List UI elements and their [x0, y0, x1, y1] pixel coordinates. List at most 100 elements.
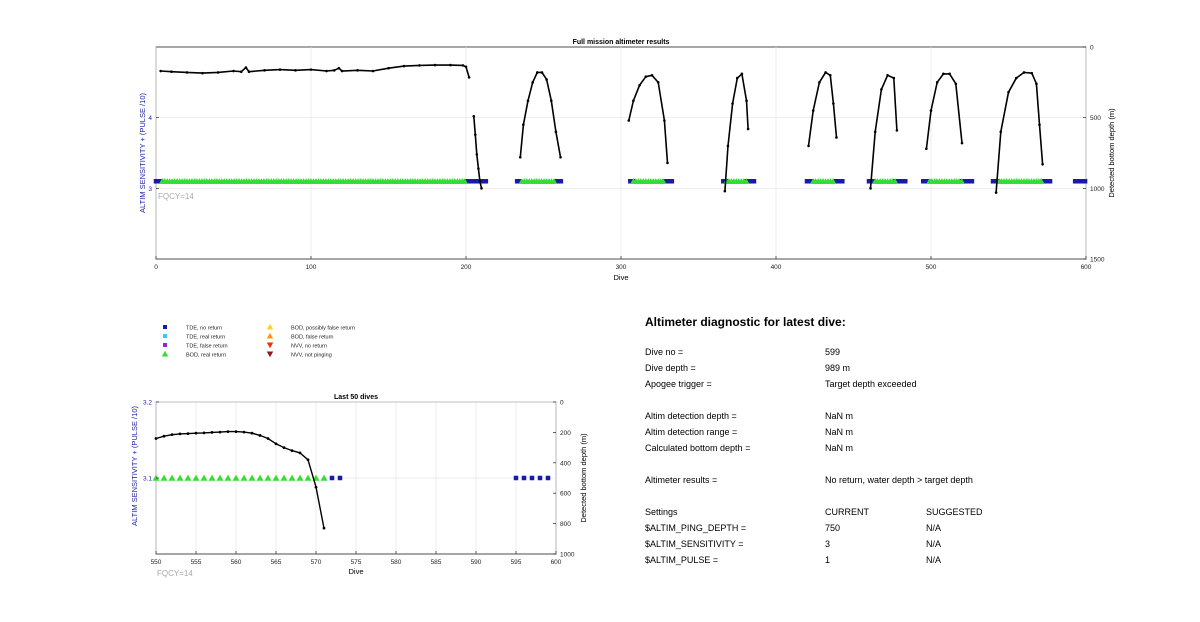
zoom-fqcy-label: FQCY=14 — [157, 569, 193, 578]
bottom-depth-point — [1022, 71, 1026, 74]
zoom-marks — [152, 430, 551, 530]
bottom-depth-point — [202, 431, 206, 435]
bottom-depth-point — [663, 119, 666, 122]
y-tick-label-right: 1000 — [560, 552, 575, 559]
legend-marker — [266, 332, 274, 339]
bottom-depth-point — [886, 73, 889, 77]
bod-real-return-marker — [743, 178, 750, 184]
bottom-depth-point — [480, 187, 483, 190]
zoom-x-axis-label: Dive — [348, 567, 363, 576]
tde-no-return-marker — [664, 179, 670, 184]
bod-real-return-marker — [192, 474, 200, 481]
tde-no-return-marker — [923, 179, 928, 184]
tde-no-return-marker — [556, 179, 561, 184]
bod-real-return-marker — [200, 474, 208, 481]
bottom-depth-point — [656, 81, 660, 84]
bottom-depth-point — [638, 83, 641, 87]
tde-no-return-marker — [553, 179, 559, 184]
bottom-depth-point — [475, 153, 479, 156]
tde-no-return-marker — [329, 475, 335, 481]
bottom-depth-point — [278, 68, 282, 71]
bottom-depth-point — [210, 431, 214, 434]
bottom-depth-point — [340, 69, 344, 73]
legend-marker — [163, 325, 167, 329]
zoom-chart-title: Last 50 dives — [334, 394, 378, 401]
bottom-depth-point — [216, 71, 220, 74]
bottom-depth-point — [201, 71, 204, 75]
tde-no-return-marker — [993, 179, 998, 184]
tde-no-return-marker — [964, 179, 970, 184]
bottom-depth-point — [1030, 71, 1034, 75]
main-chart-title: Full mission altimeter results — [573, 39, 670, 46]
x-tick-label: 570 — [311, 559, 322, 566]
x-tick-label: 560 — [231, 559, 242, 566]
bottom-depth-point — [536, 71, 539, 74]
bod-real-return-marker — [168, 474, 176, 481]
tde-no-return-marker — [1075, 179, 1080, 184]
legend-label: TDE, no return — [186, 326, 222, 332]
x-tick-label: 300 — [616, 264, 627, 271]
bottom-depth-point — [650, 73, 654, 77]
bod-real-return-marker — [224, 474, 232, 481]
bottom-depth-point — [244, 66, 248, 69]
tde-no-return-marker — [751, 179, 757, 184]
x-tick-label: 600 — [1081, 264, 1092, 271]
legend-label: NVV, not pinging — [291, 353, 332, 359]
tde-no-return-marker — [903, 179, 908, 184]
tde-no-return-marker — [837, 179, 843, 184]
bottom-depth-point — [478, 179, 482, 183]
main-grid — [155, 47, 1087, 259]
legend-label: BOD, real return — [186, 353, 226, 359]
tde-no-return-marker — [471, 179, 476, 184]
tde-no-return-marker — [153, 179, 159, 184]
tde-no-return-marker — [921, 179, 926, 184]
bottom-depth-point — [892, 76, 896, 80]
bod-real-return-marker — [550, 178, 558, 184]
tde-no-return-marker — [537, 475, 543, 481]
tde-no-return-marker — [514, 179, 520, 184]
bottom-depth-point — [170, 433, 174, 437]
bottom-depth-point — [526, 99, 530, 103]
bottom-depth-point — [266, 437, 270, 440]
main-y-axis-label-right: Detected bottom depth (m) — [1107, 108, 1116, 198]
bottom-depth-point — [994, 191, 998, 194]
bod-real-return-marker — [160, 474, 168, 481]
bottom-depth-point — [723, 189, 727, 193]
bottom-depth-point — [162, 434, 166, 438]
tde-no-return-marker — [969, 179, 975, 184]
legend-marker — [161, 350, 169, 357]
bottom-depth-point — [474, 133, 477, 136]
bottom-depth-point — [832, 102, 835, 105]
bottom-depth-point — [818, 81, 821, 84]
legend-marker — [163, 343, 167, 347]
tde-no-return-marker — [481, 179, 486, 184]
tde-no-return-marker — [529, 475, 535, 481]
bottom-depth-point — [627, 119, 631, 122]
bottom-depth-point — [960, 141, 964, 145]
main-x-axis-label: Dive — [613, 273, 628, 282]
bod-real-return-marker — [461, 178, 468, 184]
x-tick-label: 595 — [511, 559, 522, 566]
bod-real-return-marker — [208, 474, 216, 481]
tde-no-return-marker — [1045, 179, 1050, 184]
y-tick-label-right: 500 — [1090, 115, 1101, 122]
bottom-depth-point — [332, 69, 336, 72]
bottom-depth-point — [356, 69, 359, 72]
bottom-depth-point — [954, 82, 958, 86]
bottom-depth-point — [807, 144, 810, 148]
bottom-depth-point — [250, 431, 254, 435]
legend-marker — [266, 342, 274, 349]
bod-real-return-marker — [304, 474, 312, 481]
tde-no-return-marker — [1072, 179, 1078, 184]
tde-no-return-marker — [517, 179, 522, 184]
x-tick-label: 590 — [471, 559, 482, 566]
legend-label: TDE, false return — [186, 344, 228, 350]
bottom-depth-point — [232, 69, 235, 73]
tde-no-return-marker — [1047, 179, 1053, 184]
bod-real-return-marker — [240, 474, 248, 481]
x-tick-label: 600 — [551, 559, 562, 566]
y-tick-label-right: 0 — [1090, 45, 1094, 52]
bottom-depth-point — [869, 187, 872, 190]
bottom-depth-point — [644, 75, 648, 78]
bottom-depth-point — [186, 432, 190, 436]
